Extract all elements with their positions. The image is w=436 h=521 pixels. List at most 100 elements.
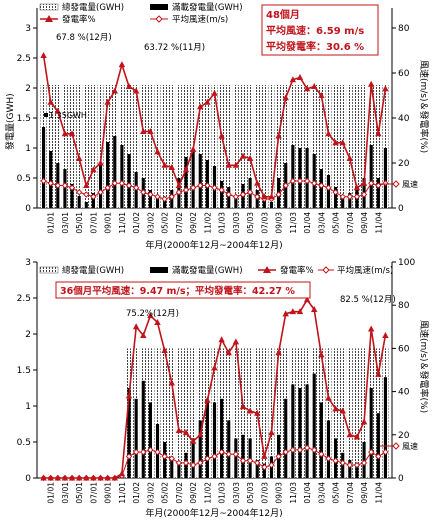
chart-1-wind-series [40, 177, 389, 203]
wind-speed-point [68, 184, 76, 191]
capacity-factor-point [360, 418, 368, 425]
wind-speed-point [147, 446, 154, 454]
full-load-bar [168, 85, 175, 208]
capacity-factor-point [318, 351, 325, 358]
total-energy-bar [369, 145, 373, 208]
x-tick-label: 05/01 [75, 482, 84, 504]
chart-1-left-ticks: 0 0.5 1 1.5 2 2.5 3 [17, 24, 37, 214]
wind-speed-point [182, 459, 190, 467]
total-energy-bar [234, 196, 238, 208]
wind-speed-point [54, 182, 61, 189]
capacity-factor-point [40, 474, 47, 481]
x-tick-label: 05/03 [246, 482, 255, 504]
full-load-bar [225, 85, 232, 208]
total-energy-bar [262, 199, 266, 208]
chart-1-legend: 總發電量(GWH) 滿載發電量(GWH) 發電率% 平均風速(m/s) [39, 2, 243, 25]
legend-label-wind-speed: 平均風速(m/s) [172, 14, 228, 25]
x-tick-label: 03/04 [317, 212, 326, 234]
stats-avg-cf: 平均發電率：30.6 % [266, 40, 364, 53]
capacity-factor-point [54, 107, 62, 114]
wind-speed-point [232, 193, 240, 200]
full-load-bar [353, 348, 360, 478]
chart-1-right-ticks: 0 20 40 60 80 [392, 24, 410, 214]
right-tick-label: 40 [398, 388, 410, 398]
full-load-bar [175, 85, 182, 208]
capacity-factor-point [296, 74, 304, 80]
capacity-factor-point [68, 130, 76, 137]
x-tick-label: 11/04 [374, 212, 383, 234]
right-tick-label: 0 [398, 204, 404, 214]
wind-speed-point [118, 180, 126, 187]
total-energy-bar [355, 463, 359, 478]
full-load-bar [47, 85, 54, 208]
wind-speed-point [197, 182, 204, 189]
wind-speed-point [332, 189, 339, 196]
capacity-factor-point [111, 87, 118, 94]
wind-speed-point [268, 461, 275, 469]
wind-speed-point [353, 461, 361, 469]
total-energy-bar [127, 388, 131, 478]
x-tick-label: 11/02 [203, 482, 212, 504]
legend-label-total-energy: 總發電量(GWH) [62, 265, 124, 276]
wind-speed-point [204, 455, 211, 462]
total-energy-bar [191, 151, 195, 208]
wind-speed-point [368, 180, 375, 187]
wind-speed-point [339, 193, 346, 200]
capacity-factor-point [47, 98, 54, 105]
capacity-factor-point [375, 130, 382, 137]
capacity-factor-point [140, 331, 147, 338]
wind-speed-point [104, 184, 111, 191]
full-load-bar [325, 348, 332, 478]
chart-1-x-tick-labels: 01/01 03/01 05/01 07/01 09/01 11/01 01/02 03/02… [47, 212, 384, 234]
capacity-factor-point [90, 166, 97, 173]
wind-speed-point [289, 177, 296, 185]
wind-speed-point [175, 459, 183, 467]
total-energy-bar [106, 142, 110, 208]
capacity-factor-point [140, 128, 147, 134]
x-tick-label: 11/03 [289, 482, 298, 504]
capacity-factor-point [367, 80, 375, 87]
total-energy-bar [91, 193, 95, 208]
full-load-bar [275, 85, 282, 208]
chart-1-capacity-factor-series [40, 51, 389, 200]
legend-label-full-load: 滿載發電量(GWH) [172, 2, 243, 13]
total-energy-bar [298, 388, 302, 478]
x-tick-label: 09/03 [275, 212, 284, 234]
total-energy-bar [234, 438, 238, 478]
total-energy-bar [155, 196, 160, 208]
wind-speed-point [289, 446, 296, 454]
total-energy-bar [84, 202, 88, 208]
left-tick-label: 3 [25, 258, 31, 268]
total-energy-bar [341, 196, 345, 208]
chart-2-x-tick-labels: 01/01 03/01 05/01 07/01 09/01 11/01 01/02 03/02… [47, 482, 384, 504]
left-tick-label: 0.5 [17, 174, 31, 184]
full-load-bar [183, 348, 190, 478]
capacity-factor-point [83, 182, 90, 188]
left-tick-label: 1 [25, 144, 31, 154]
capacity-factor-point [367, 325, 375, 332]
x-tick-label: 03/03 [232, 482, 241, 504]
capacity-factor-point [325, 394, 332, 401]
total-energy-bar [77, 196, 81, 208]
chart-2-capacity-factor-series [40, 296, 389, 481]
legend-label-full-load: 滿載發電量(GWH) [172, 265, 243, 276]
capacity-factor-point [147, 128, 154, 134]
capacity-factor-point [268, 193, 275, 200]
x-tick-label: 05/02 [161, 212, 170, 234]
capacity-factor-point [282, 310, 289, 317]
x-tick-label: 01/04 [303, 482, 312, 504]
wind-speed-point [161, 453, 168, 460]
full-load-bar [161, 348, 168, 478]
full-load-bar [147, 85, 154, 208]
wind-speed-point [218, 186, 225, 194]
x-tick-label: 03/02 [146, 212, 155, 234]
right-tick-label: 100 [398, 258, 415, 268]
legend-marker-wind-speed [322, 266, 330, 274]
total-energy-bar [98, 163, 103, 208]
total-energy-bar [291, 384, 295, 478]
full-load-bar [190, 348, 197, 478]
wind-speed-point [175, 189, 183, 196]
capacity-factor-point [353, 184, 361, 191]
x-tick-label: 09/01 [104, 482, 113, 504]
capacity-factor-point [168, 379, 175, 386]
